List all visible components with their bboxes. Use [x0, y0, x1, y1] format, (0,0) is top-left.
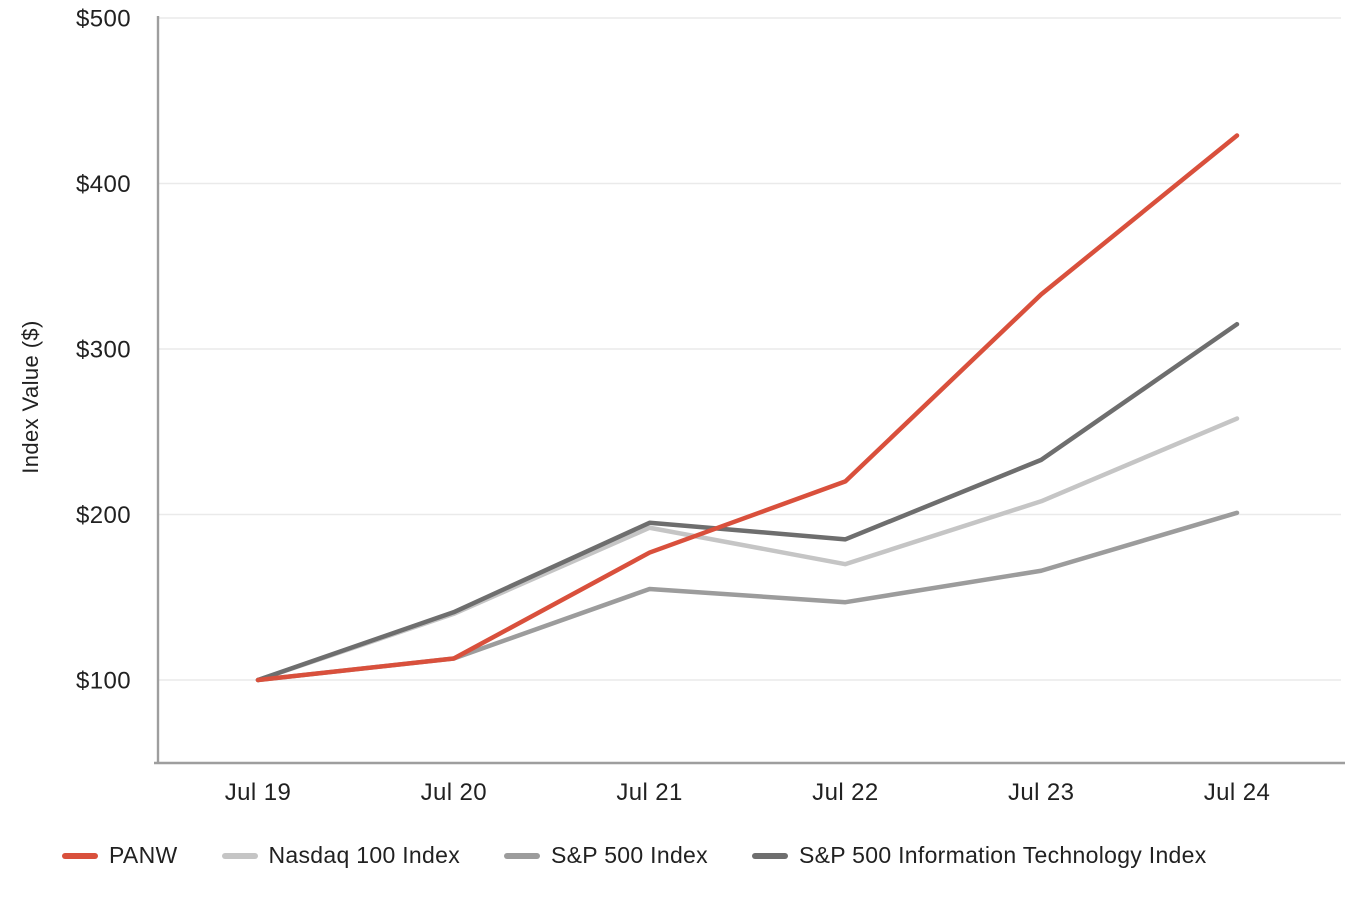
series-line-s-p-500-index	[255, 510, 1240, 683]
nasdaq-100-index-swatch-icon	[221, 852, 258, 859]
legend-item-s-p-500-information-technology-index: S&P 500 Information Technology Index	[751, 842, 1207, 869]
x-tick-label-jul-22: Jul 22	[812, 779, 878, 806]
y-tick-label-200: $200	[76, 502, 131, 529]
legend-item-s-p-500-index: S&P 500 Index	[504, 842, 708, 869]
y-tick-label-400: $400	[76, 171, 131, 198]
y-tick-label-300: $300	[76, 337, 131, 364]
panw-swatch-icon	[62, 852, 98, 859]
legend-label-s-p-500-information-technology-index: S&P 500 Information Technology Index	[798, 842, 1207, 868]
series-line-s-p-500-information-technology-index	[255, 321, 1240, 683]
series-line-nasdaq-100-index	[255, 416, 1240, 683]
x-tick-label-jul-20: Jul 20	[421, 779, 487, 806]
series-line-panw	[255, 133, 1240, 683]
plot-area: $100 $200 $300 $400 $500 Jul 19 Jul 20 Jul 21 Ju…	[18, 6, 1345, 806]
legend-item-panw: PANW	[62, 842, 178, 869]
y-tick-label-500: $500	[76, 6, 131, 33]
x-tick-label-jul-19: Jul 19	[225, 779, 291, 806]
x-tick-label-jul-24: Jul 24	[1204, 779, 1270, 806]
x-tick-label-jul-23: Jul 23	[1008, 779, 1074, 806]
y-axis-title: Index Value ($)	[18, 320, 43, 474]
legend-label-s-p-500-index: S&P 500 Index	[551, 842, 708, 868]
legend-label-panw: PANW	[109, 842, 178, 868]
s-p-500-information-technology-index-swatch-icon	[751, 852, 788, 859]
legend-item-nasdaq-100-index: Nasdaq 100 Index	[221, 842, 461, 869]
s-p-500-index-swatch-icon	[504, 852, 540, 859]
legend: PANW Nasdaq 100 Index S&P 500 Index S&P 500…	[62, 842, 1207, 869]
x-tick-label-jul-21: Jul 21	[616, 779, 682, 806]
legend-label-nasdaq-100-index: Nasdaq 100 Index	[268, 842, 460, 868]
y-tick-label-100: $100	[76, 668, 131, 695]
